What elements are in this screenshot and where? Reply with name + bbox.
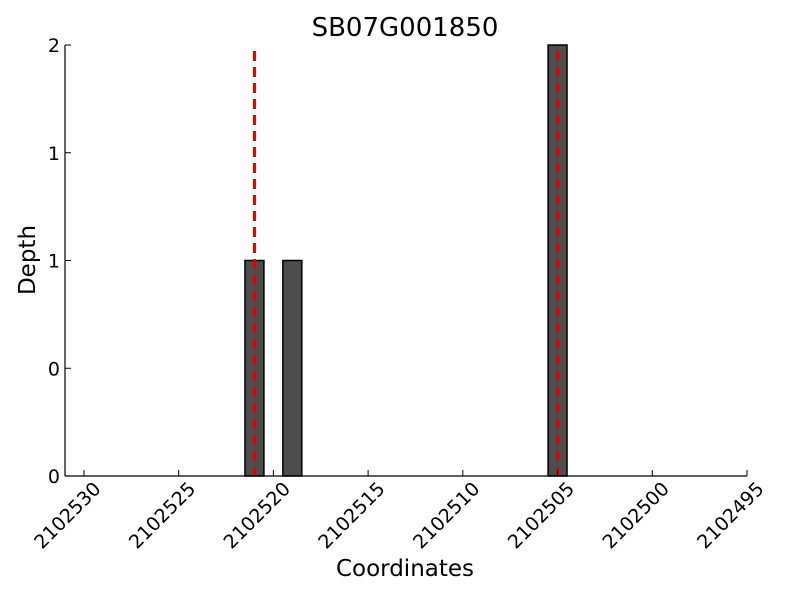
x-tick-label: 2102505	[504, 478, 579, 553]
y-axis-label: Depth	[15, 225, 41, 295]
x-tick-label: 2102515	[314, 478, 389, 553]
x-tick-label: 2102495	[693, 478, 768, 553]
y-tick-label: 0	[48, 466, 60, 488]
x-tick-label: 2102510	[409, 478, 484, 553]
bar-2	[282, 259, 303, 477]
x-tick-label: 2102530	[30, 478, 105, 553]
x-tick-label: 2102500	[598, 478, 673, 553]
x-tick-label: 2102520	[220, 478, 295, 553]
chart-title: SB07G001850	[312, 13, 499, 43]
y-tick-label: 0	[48, 358, 60, 380]
y-tick-label: 1	[48, 251, 60, 273]
y-tick-label: 1	[48, 143, 60, 165]
x-tick-label: 2102525	[125, 478, 200, 553]
y-tick-label: 2	[48, 35, 60, 57]
x-axis-label: Coordinates	[336, 556, 474, 582]
